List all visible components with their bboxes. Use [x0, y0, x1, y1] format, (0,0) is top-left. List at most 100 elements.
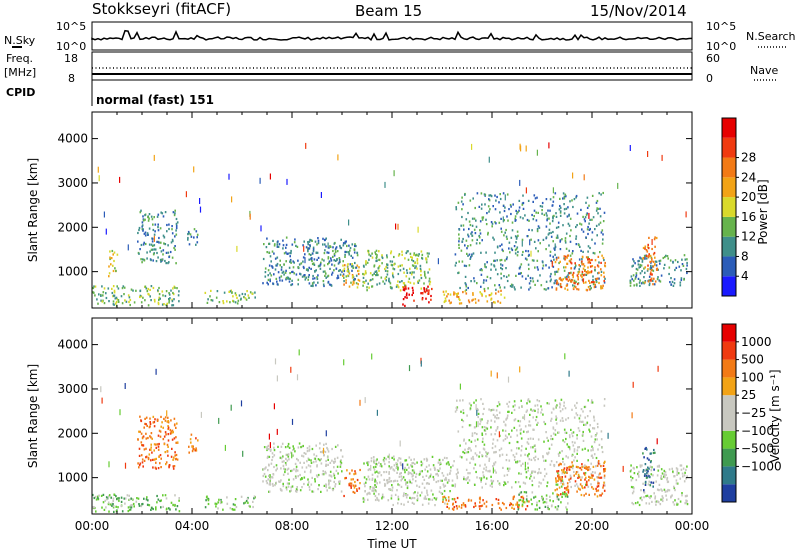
- range-cell: [397, 468, 399, 471]
- range-cell: [370, 464, 372, 471]
- range-cell: [535, 247, 537, 250]
- range-cell: [594, 285, 597, 288]
- range-cell: [639, 272, 642, 275]
- range-cell: [222, 508, 224, 511]
- range-cell: [599, 251, 601, 254]
- range-cell: [217, 507, 219, 510]
- range-cell: [655, 503, 657, 506]
- range-cell: [244, 297, 247, 300]
- range-cell: [315, 474, 318, 477]
- range-cell: [468, 479, 471, 482]
- range-cell: [309, 244, 311, 247]
- range-cell: [376, 463, 378, 466]
- range-cell: [162, 426, 164, 429]
- range-cell: [322, 243, 324, 246]
- range-cell: [531, 491, 534, 494]
- range-cell: [587, 232, 589, 236]
- range-cell: [582, 410, 584, 413]
- range-cell: [527, 399, 529, 402]
- range-cell: [458, 228, 461, 231]
- range-cell: [339, 463, 342, 466]
- range-cell: [139, 462, 142, 465]
- range-cell: [487, 205, 490, 208]
- range-cell: [131, 504, 133, 507]
- range-cell: [330, 259, 333, 262]
- range-cell: [680, 464, 683, 467]
- range-cell: [463, 478, 465, 481]
- colorbar-tick-label: −100: [741, 424, 774, 438]
- range-cell: [588, 493, 590, 496]
- colorbar-tick-label: −1000: [741, 459, 782, 473]
- range-cell: [195, 449, 198, 452]
- range-cell: [123, 286, 126, 289]
- range-cell: [465, 458, 468, 461]
- range-cell: [423, 282, 425, 285]
- range-cell: [426, 470, 429, 473]
- range-cell: [505, 453, 508, 456]
- range-cell: [526, 495, 528, 498]
- range-cell: [450, 466, 452, 469]
- range-cell: [593, 419, 596, 422]
- range-cell: [603, 275, 605, 278]
- range-cell: [479, 291, 481, 294]
- range-cell: [175, 453, 178, 457]
- range-cell: [378, 461, 380, 464]
- range-cell: [231, 196, 233, 203]
- range-cell: [652, 269, 655, 272]
- range-cell: [524, 257, 527, 260]
- range-cell: [459, 383, 461, 390]
- range-cell: [658, 489, 660, 492]
- range-cell: [380, 474, 383, 477]
- range-cell: [541, 497, 543, 500]
- range-cell: [573, 267, 576, 270]
- range-cell: [546, 217, 549, 220]
- range-cell: [485, 223, 488, 226]
- range-cell: [323, 264, 326, 267]
- range-cell: [633, 472, 636, 475]
- range-cell: [591, 281, 593, 284]
- range-cell: [632, 258, 634, 261]
- range-cell: [491, 485, 493, 488]
- range-cell: [156, 251, 158, 255]
- range-cell: [145, 498, 148, 501]
- range-cell: [427, 271, 429, 274]
- range-cell: [596, 464, 599, 467]
- range-cell: [417, 254, 420, 257]
- range-cell: [475, 445, 477, 448]
- range-cell: [562, 481, 565, 484]
- range-cell: [424, 468, 426, 471]
- range-cell: [510, 449, 513, 452]
- range-cell: [485, 433, 487, 436]
- range-cell: [145, 287, 148, 290]
- range-cell: [481, 218, 484, 221]
- range-cell: [267, 278, 270, 281]
- range-cell: [265, 480, 268, 483]
- range-cell: [168, 223, 170, 226]
- range-cell: [545, 225, 548, 228]
- range-cell: [318, 264, 321, 267]
- range-cell: [569, 254, 572, 257]
- range-cell: [217, 501, 219, 504]
- range-cell: [491, 446, 494, 450]
- range-cell: [240, 400, 243, 407]
- range-cell: [382, 280, 384, 283]
- range-cell: [220, 498, 222, 502]
- range-cell: [598, 443, 601, 446]
- range-cell: [170, 431, 173, 435]
- range-cell: [139, 248, 141, 251]
- range-cell: [343, 283, 345, 286]
- range-cell: [425, 257, 427, 260]
- range-cell: [170, 419, 172, 422]
- range-cell: [586, 272, 589, 275]
- range-cell: [405, 275, 408, 278]
- range-cell: [652, 485, 654, 488]
- range-cell: [644, 256, 646, 259]
- range-cell: [483, 476, 485, 479]
- range-cell: [587, 485, 590, 488]
- range-cell: [273, 465, 275, 469]
- range-cell: [557, 268, 560, 271]
- range-cell: [635, 272, 638, 275]
- range-cell: [388, 465, 390, 468]
- velocity-x-axis: 00:00 04:00 08:00 12:00 16:00 20:00 00:00: [75, 318, 709, 533]
- range-cell: [167, 454, 169, 457]
